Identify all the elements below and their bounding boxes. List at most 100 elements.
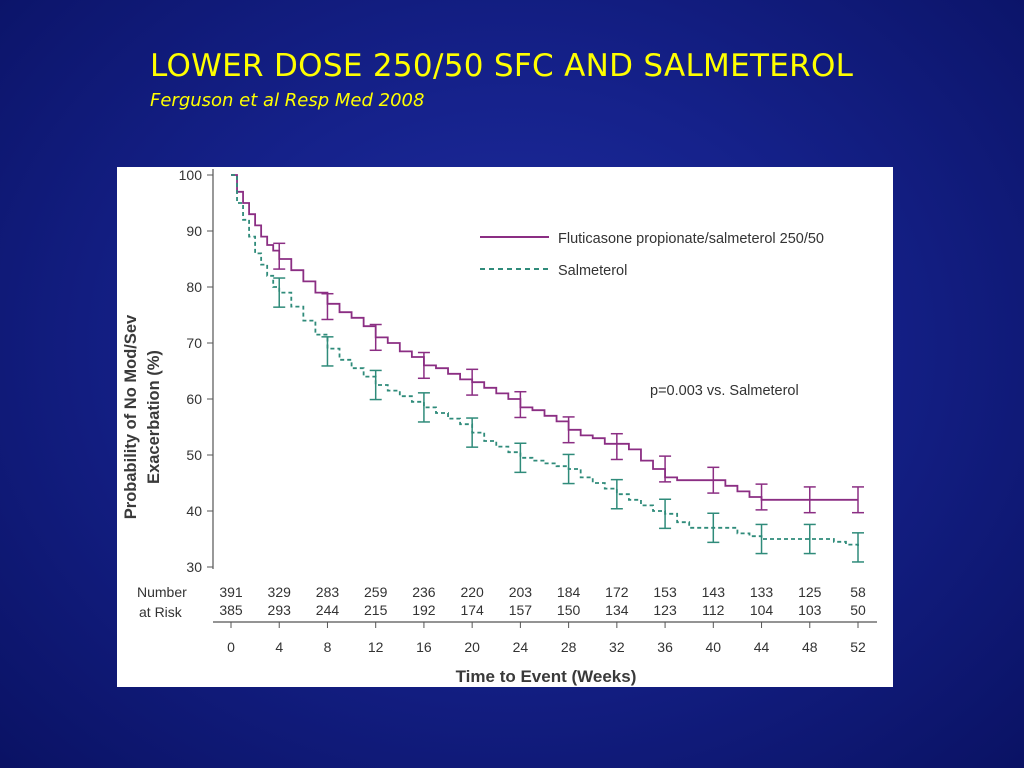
x-tick-label: 24 <box>513 639 529 655</box>
at-risk-label-line1: Number <box>137 584 187 600</box>
error-bar <box>369 369 382 401</box>
x-tick-label: 4 <box>275 639 283 655</box>
x-tick-label: 32 <box>609 639 625 655</box>
error-bar <box>514 442 527 474</box>
at-risk-value: 215 <box>364 602 388 618</box>
at-risk-value: 153 <box>653 584 677 600</box>
at-risk-value: 192 <box>412 602 436 618</box>
legend: Fluticasone propionate/salmeterol 250/50… <box>480 231 824 279</box>
legend-label-fp-salm: Fluticasone propionate/salmeterol 250/50 <box>558 231 824 247</box>
x-tick-label: 48 <box>802 639 818 655</box>
km-chart: Probability of No Mod/Sev Exacerbation (… <box>122 167 877 686</box>
at-risk-label-line2: at Risk <box>139 604 183 620</box>
error-bar <box>755 483 768 511</box>
axes <box>212 169 877 623</box>
error-bar <box>466 417 479 448</box>
at-risk-value: 220 <box>460 584 484 600</box>
at-risk-value: 174 <box>460 602 484 618</box>
at-risk-value: 236 <box>412 584 436 600</box>
x-tick-label: 28 <box>561 639 577 655</box>
x-tick-label: 8 <box>324 639 332 655</box>
at-risk-value: 125 <box>798 584 822 600</box>
error-bar <box>707 512 720 544</box>
at-risk-value: 329 <box>268 584 292 600</box>
y-tick-label: 50 <box>186 447 202 463</box>
x-tick-label: 0 <box>227 639 235 655</box>
error-bar <box>707 466 720 494</box>
km-figure: Probability of No Mod/Sev Exacerbation (… <box>117 167 893 687</box>
p-value-annotation: p=0.003 vs. Salmeterol <box>650 383 799 399</box>
y-tick-label: 100 <box>179 167 203 183</box>
at-risk-value: 157 <box>509 602 533 618</box>
at-risk-value: 259 <box>364 584 388 600</box>
x-tick-label: 40 <box>706 639 722 655</box>
at-risk-value: 103 <box>798 602 822 618</box>
y-ticks: 30 40 50 60 70 80 90 100 <box>179 167 213 575</box>
at-risk-value: 244 <box>316 602 340 618</box>
at-risk-value: 50 <box>850 602 866 618</box>
error-bar <box>369 323 382 352</box>
at-risk-value: 123 <box>653 602 677 618</box>
y-axis-title: Probability of No Mod/Sev Exacerbation (… <box>122 314 163 519</box>
series-line <box>231 174 858 501</box>
series-salm <box>231 174 864 563</box>
error-bar <box>610 432 623 461</box>
x-tick-label: 20 <box>464 639 480 655</box>
error-bar <box>659 455 672 483</box>
x-axis-title-text: Time to Event (Weeks) <box>456 667 637 686</box>
error-bar <box>562 416 575 444</box>
error-bar <box>610 478 623 510</box>
error-bar <box>321 336 334 367</box>
x-ticks: 0 4 8 12 16 20 24 28 32 36 40 44 48 52 <box>227 622 866 655</box>
x-tick-label: 36 <box>657 639 673 655</box>
number-at-risk: Number at Risk 391 329 283 259 236 220 203 184 1… <box>137 584 866 620</box>
legend-label-salm: Salmeterol <box>558 263 627 279</box>
at-risk-value: 184 <box>557 584 581 600</box>
at-risk-value: 112 <box>702 602 725 618</box>
y-axis-title-line1: Probability of No Mod/Sev <box>122 314 140 519</box>
x-tick-label: 44 <box>754 639 770 655</box>
series-fp-salm <box>231 174 864 514</box>
at-risk-value: 283 <box>316 584 340 600</box>
at-risk-value: 134 <box>605 602 629 618</box>
x-tick-label: 12 <box>368 639 384 655</box>
y-tick-label: 60 <box>186 391 202 407</box>
error-bar <box>852 486 864 514</box>
x-tick-label: 52 <box>850 639 866 655</box>
error-bar <box>321 292 334 321</box>
y-tick-label: 70 <box>186 335 202 351</box>
error-bar <box>273 242 286 270</box>
y-tick-label: 90 <box>186 223 202 239</box>
error-bar <box>466 368 479 396</box>
x-axis-title: Time to Event (Weeks) <box>456 667 637 686</box>
slide-subtitle: Ferguson et al Resp Med 2008 <box>150 90 425 111</box>
at-risk-value: 293 <box>268 602 292 618</box>
at-risk-value: 391 <box>219 584 243 600</box>
at-risk-value: 104 <box>750 602 774 618</box>
series-line <box>231 174 859 548</box>
at-risk-value: 172 <box>605 584 629 600</box>
error-bar <box>803 523 816 555</box>
at-risk-value: 143 <box>702 584 726 600</box>
y-tick-label: 30 <box>186 559 202 575</box>
at-risk-value: 58 <box>850 584 866 600</box>
error-bar <box>514 390 527 419</box>
series-layer <box>231 174 864 563</box>
error-bar <box>417 392 430 423</box>
x-tick-label: 16 <box>416 639 432 655</box>
at-risk-value: 150 <box>557 602 581 618</box>
y-tick-label: 40 <box>186 503 202 519</box>
at-risk-value: 133 <box>750 584 774 600</box>
error-bar <box>852 532 864 563</box>
error-bar <box>755 523 768 555</box>
at-risk-value: 385 <box>219 602 243 618</box>
at-risk-value: 203 <box>509 584 533 600</box>
error-bar <box>273 277 286 308</box>
y-tick-label: 80 <box>186 279 202 295</box>
error-bar <box>659 498 672 530</box>
error-bar <box>417 351 430 380</box>
error-bar <box>562 453 575 485</box>
error-bar <box>803 486 816 514</box>
slide-title: LOWER DOSE 250/50 SFC AND SALMETEROL <box>150 48 854 84</box>
y-axis-title-line2: Exacerbation (%) <box>145 350 163 484</box>
